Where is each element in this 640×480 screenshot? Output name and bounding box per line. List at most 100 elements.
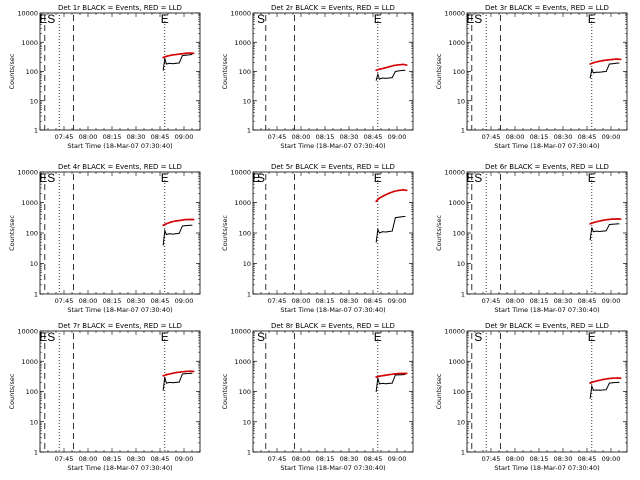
series-events [162, 372, 193, 391]
plot-frame [252, 171, 414, 295]
data-point [184, 370, 187, 373]
data-point [616, 217, 619, 220]
series-events [162, 54, 193, 71]
data-point [394, 71, 396, 72]
data-point [589, 63, 592, 65]
data-point [375, 200, 378, 203]
series-lld [162, 52, 195, 59]
time-marker-label: E [466, 12, 474, 26]
plot-frame [39, 330, 201, 453]
data-point [605, 71, 607, 72]
series-line [589, 223, 620, 240]
x-tick-label: 08:00 [79, 133, 98, 141]
data-point [382, 231, 384, 233]
data-point [189, 218, 192, 221]
data-point [589, 77, 591, 79]
data-point [401, 70, 403, 72]
y-axis-label: Counts/sec [221, 373, 229, 409]
y-tick-label: 1000 [21, 358, 38, 366]
series-lld [375, 188, 408, 203]
data-point [191, 224, 193, 226]
data-point [192, 370, 195, 373]
data-point [165, 63, 167, 65]
data-point [602, 219, 604, 222]
data-point [605, 389, 607, 391]
data-point [175, 62, 177, 64]
data-point [188, 224, 190, 226]
data-point [597, 379, 600, 382]
y-tick-label: 100 [239, 230, 251, 238]
data-point [592, 61, 595, 64]
data-point [382, 382, 384, 384]
x-tick-label: 08:45 [578, 133, 597, 141]
data-point [398, 374, 400, 376]
y-tick-label: 100 [26, 68, 38, 76]
data-point [391, 230, 393, 232]
data-point [612, 63, 614, 65]
data-point [179, 52, 182, 55]
data-point [378, 232, 380, 234]
data-point [606, 377, 609, 380]
data-point [188, 372, 190, 374]
series-lld [375, 372, 408, 378]
chart-panel: Det 1r BLACK = Events, RED = LLD 1 10 100 10… [8, 4, 201, 150]
series-lld [589, 58, 622, 65]
y-tick-label: 1 [34, 291, 38, 299]
data-point [608, 223, 610, 225]
data-point [162, 389, 164, 391]
plot-frame [252, 12, 414, 131]
y-tick-label: 10 [243, 260, 251, 268]
data-point [611, 377, 614, 380]
data-point [181, 55, 183, 57]
time-marker-label: E [588, 12, 596, 26]
data-point [599, 389, 601, 391]
chart-title: Det 4r BLACK = Events, RED = LLD [58, 163, 182, 171]
chart-title: Det 9r BLACK = Events, RED = LLD [485, 322, 609, 330]
series-lld [162, 370, 195, 377]
data-point [611, 58, 614, 61]
data-point [616, 58, 619, 61]
data-point [172, 382, 174, 384]
x-tick-label: 08:00 [506, 455, 525, 463]
data-point [383, 194, 386, 197]
data-point [394, 374, 396, 376]
time-marker-label: E [588, 171, 596, 185]
series-events [162, 224, 193, 246]
time-marker-label: E [252, 171, 260, 185]
data-point [385, 231, 387, 233]
data-point [398, 216, 400, 218]
data-point [615, 62, 617, 64]
data-point [162, 224, 165, 227]
data-point [181, 225, 183, 227]
y-tick-label: 10 [457, 260, 465, 268]
time-marker-label: E [161, 330, 169, 344]
data-point [618, 62, 620, 64]
data-point [378, 68, 381, 71]
x-tick-label: 07:45 [268, 133, 287, 141]
data-point [170, 221, 173, 223]
y-tick-label: 1000 [21, 199, 38, 207]
data-point [592, 72, 594, 74]
data-point [606, 218, 609, 221]
data-point [164, 230, 166, 232]
y-tick-label: 100 [453, 388, 465, 396]
x-tick-label: 08:30 [127, 133, 146, 141]
time-marker-label: E [588, 330, 596, 344]
x-tick-label: 08:30 [554, 455, 573, 463]
data-point [597, 220, 600, 223]
data-point [392, 373, 395, 375]
x-tick-label: 08:45 [151, 455, 170, 463]
data-point [391, 77, 393, 79]
data-point [398, 70, 400, 72]
y-tick-label: 1 [247, 449, 251, 457]
data-point [616, 377, 619, 379]
series-events [375, 373, 406, 392]
data-point [185, 225, 187, 227]
data-point [602, 389, 604, 391]
x-tick-label: 09:00 [602, 133, 621, 141]
y-tick-label: 1 [461, 291, 465, 299]
y-axis-label: Counts/sec [221, 53, 229, 89]
x-tick-label: 07:45 [55, 455, 74, 463]
data-point [615, 223, 617, 225]
data-point [405, 189, 408, 192]
